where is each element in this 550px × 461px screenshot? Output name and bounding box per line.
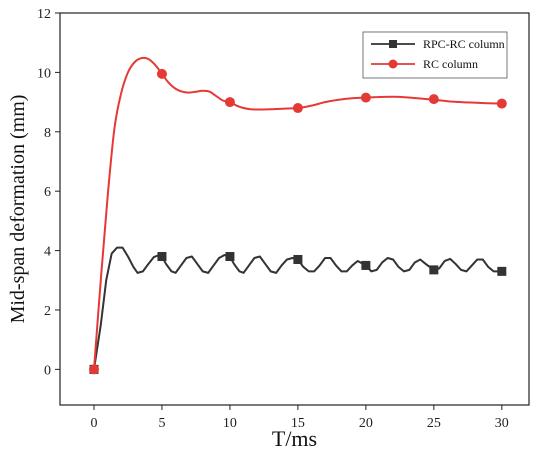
data-point (497, 266, 507, 276)
x-axis-title: T/ms (272, 426, 317, 451)
y-tick-label: 0 (44, 363, 51, 378)
data-point (157, 252, 167, 262)
series-rc-column (88, 56, 507, 375)
data-point (361, 260, 371, 270)
data-point (292, 103, 303, 114)
x-tick-label: 30 (495, 416, 509, 431)
legend-marker-rc (388, 59, 398, 69)
y-tick-label: 10 (37, 66, 51, 81)
legend-label-rpc-rc: RPC-RC column (423, 37, 505, 51)
axis-ticks: 0 5 10 15 20 25 30 0 2 4 6 8 10 12 (37, 7, 509, 431)
data-point (496, 98, 507, 109)
y-tick-label: 12 (37, 7, 51, 22)
y-tick-label: 4 (44, 245, 51, 260)
series-rpc-rc-column (89, 246, 507, 374)
data-point (428, 94, 439, 105)
x-tick-label: 25 (427, 416, 441, 431)
data-point (225, 252, 235, 262)
y-tick-label: 2 (44, 304, 51, 319)
data-point (429, 265, 439, 275)
y-tick-label: 8 (44, 126, 51, 141)
legend-box (362, 31, 508, 79)
x-tick-label: 15 (291, 416, 305, 431)
series-line (93, 246, 502, 370)
series-layer (88, 56, 507, 375)
series-line (92, 56, 502, 370)
x-tick-label: 10 (223, 416, 237, 431)
y-axis-title: Mid-span deformation (mm) (7, 95, 29, 324)
x-tick-label: 0 (90, 416, 97, 431)
data-point (88, 364, 99, 375)
data-point (156, 68, 167, 79)
y-tick-label: 6 (44, 185, 51, 200)
data-point (293, 254, 303, 264)
x-tick-label: 20 (359, 416, 373, 431)
legend-marker-rpc-rc (389, 40, 397, 48)
data-point (224, 97, 235, 108)
data-point (360, 92, 371, 103)
x-tick-label: 5 (158, 416, 165, 431)
plot-frame (59, 12, 530, 406)
legend: RPC-RC column RC column (362, 31, 508, 79)
legend-label-rc: RC column (423, 57, 478, 71)
